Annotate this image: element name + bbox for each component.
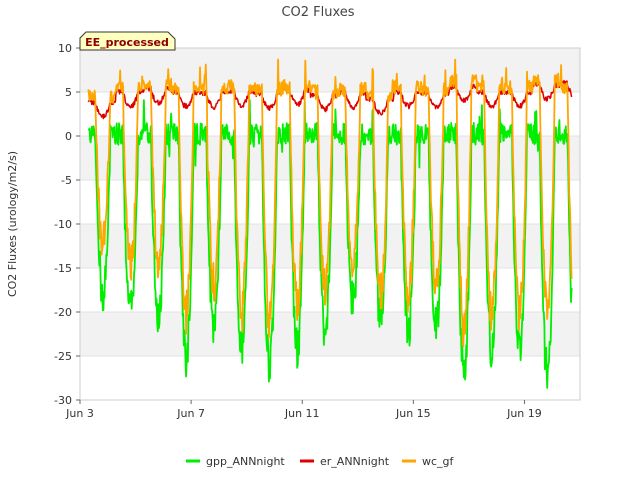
badge-label: EE_processed bbox=[85, 36, 169, 49]
y-tick-label: -30 bbox=[54, 394, 72, 407]
x-tick-label: Jun 7 bbox=[176, 407, 205, 420]
y-tick-label: 0 bbox=[65, 130, 72, 143]
x-tick-label: Jun 15 bbox=[395, 407, 431, 420]
x-tick-label: Jun 19 bbox=[506, 407, 542, 420]
legend-item-gpp[interactable]: gpp_ANNnight bbox=[186, 455, 285, 468]
legend-label-er: er_ANNnight bbox=[320, 455, 390, 468]
legend[interactable]: gpp_ANNnight er_ANNnight wc_gf bbox=[186, 455, 455, 468]
series-line-gpp bbox=[87, 99, 573, 389]
y-tick-label: 10 bbox=[58, 42, 72, 55]
x-tick-label: Jun 3 bbox=[65, 407, 94, 420]
y-axis-label: CO2 Fluxes (urology/m2/s) bbox=[6, 151, 19, 297]
series-lines bbox=[87, 58, 573, 389]
grid-band bbox=[80, 48, 580, 92]
y-axis: 10 5 0 -5 -10 -15 -20 -25 -30 bbox=[54, 42, 80, 407]
legend-item-wc[interactable]: wc_gf bbox=[402, 455, 455, 468]
y-tick-label: -25 bbox=[54, 350, 72, 363]
legend-label-gpp: gpp_ANNnight bbox=[206, 455, 285, 468]
y-tick-label: -10 bbox=[54, 218, 72, 231]
series-line-wc bbox=[87, 58, 573, 348]
y-tick-label: -15 bbox=[54, 262, 72, 275]
chart-title: CO2 Fluxes bbox=[281, 5, 354, 20]
x-tick-label: Jun 11 bbox=[284, 407, 320, 420]
x-axis: Jun 3 Jun 7 Jun 11 Jun 15 Jun 19 bbox=[65, 400, 542, 420]
y-tick-label: -20 bbox=[54, 306, 72, 319]
y-tick-label: 5 bbox=[65, 86, 72, 99]
ee-processed-badge: EE_processed bbox=[79, 31, 176, 51]
legend-item-er[interactable]: er_ANNnight bbox=[300, 455, 390, 468]
y-tick-label: -5 bbox=[61, 174, 72, 187]
badge-box bbox=[79, 31, 176, 51]
grid-band bbox=[80, 312, 580, 356]
legend-label-wc: wc_gf bbox=[422, 455, 455, 468]
